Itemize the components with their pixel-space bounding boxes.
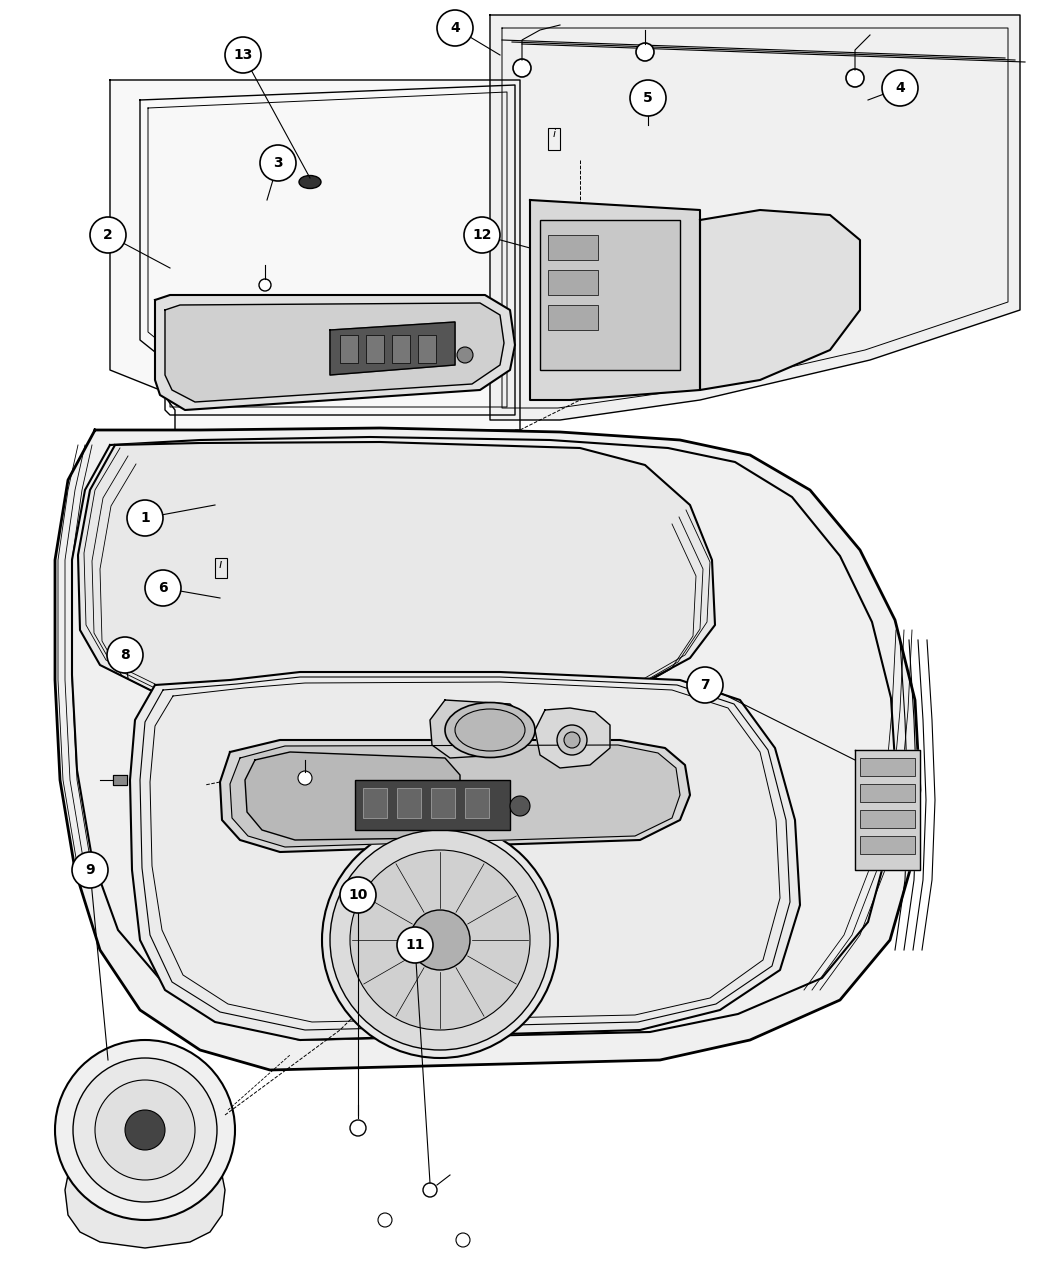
Text: 3: 3 xyxy=(273,156,282,170)
Circle shape xyxy=(350,1119,366,1136)
Polygon shape xyxy=(78,442,715,705)
Bar xyxy=(430,788,455,819)
Polygon shape xyxy=(430,700,525,759)
Text: 13: 13 xyxy=(233,48,253,62)
Bar xyxy=(363,788,387,819)
Circle shape xyxy=(340,877,376,913)
Circle shape xyxy=(397,927,433,963)
Bar xyxy=(392,335,410,363)
Circle shape xyxy=(90,217,126,252)
Circle shape xyxy=(107,638,143,673)
Text: 8: 8 xyxy=(120,648,130,662)
Bar xyxy=(860,836,915,854)
Polygon shape xyxy=(536,708,610,768)
Ellipse shape xyxy=(455,709,525,751)
Bar xyxy=(548,270,598,295)
Polygon shape xyxy=(65,1165,225,1248)
Circle shape xyxy=(145,570,181,606)
Text: i: i xyxy=(552,129,555,139)
Circle shape xyxy=(423,1183,437,1197)
Polygon shape xyxy=(55,428,920,1070)
Circle shape xyxy=(94,1080,195,1179)
Circle shape xyxy=(330,830,550,1051)
Bar xyxy=(355,780,510,830)
Bar xyxy=(397,788,421,819)
Text: 2: 2 xyxy=(103,228,113,242)
Text: 9: 9 xyxy=(85,863,94,877)
Text: 6: 6 xyxy=(159,581,168,595)
Circle shape xyxy=(456,1233,470,1247)
Bar xyxy=(215,558,227,578)
Circle shape xyxy=(74,1058,217,1202)
Text: 12: 12 xyxy=(472,228,491,242)
Bar xyxy=(860,759,915,776)
Text: 10: 10 xyxy=(349,887,368,901)
Bar xyxy=(465,788,489,819)
Bar xyxy=(860,784,915,802)
Polygon shape xyxy=(330,323,455,375)
Circle shape xyxy=(687,667,723,703)
Circle shape xyxy=(72,852,108,887)
Circle shape xyxy=(350,850,530,1030)
Circle shape xyxy=(464,217,500,252)
Circle shape xyxy=(437,10,472,46)
Circle shape xyxy=(55,1040,235,1220)
Bar xyxy=(418,335,436,363)
Circle shape xyxy=(564,732,580,748)
Circle shape xyxy=(410,910,470,970)
Circle shape xyxy=(322,822,558,1058)
Circle shape xyxy=(846,69,864,87)
Text: 11: 11 xyxy=(405,938,425,952)
Polygon shape xyxy=(220,740,690,852)
Ellipse shape xyxy=(299,176,321,189)
Bar xyxy=(860,810,915,827)
Circle shape xyxy=(125,1111,165,1150)
Bar xyxy=(340,335,358,363)
Text: 4: 4 xyxy=(895,82,905,96)
Polygon shape xyxy=(700,210,860,390)
Bar xyxy=(548,235,598,260)
Polygon shape xyxy=(855,750,920,870)
Polygon shape xyxy=(530,200,700,400)
Bar xyxy=(366,335,384,363)
Circle shape xyxy=(259,279,271,291)
Circle shape xyxy=(457,347,472,363)
Bar xyxy=(548,305,598,330)
Text: 4: 4 xyxy=(450,20,460,34)
Polygon shape xyxy=(130,672,800,1040)
Circle shape xyxy=(378,1213,392,1227)
Text: 7: 7 xyxy=(700,678,710,692)
Circle shape xyxy=(630,80,666,116)
Text: 1: 1 xyxy=(140,511,150,525)
Bar xyxy=(540,221,680,370)
Polygon shape xyxy=(165,303,504,402)
Circle shape xyxy=(513,59,531,76)
Circle shape xyxy=(298,771,312,785)
Circle shape xyxy=(127,500,163,536)
Bar xyxy=(548,128,560,150)
Circle shape xyxy=(260,145,296,181)
Polygon shape xyxy=(245,752,460,840)
Polygon shape xyxy=(113,775,127,785)
Text: i: i xyxy=(218,558,222,571)
Polygon shape xyxy=(110,80,520,430)
Circle shape xyxy=(882,70,918,106)
Circle shape xyxy=(556,725,587,755)
Circle shape xyxy=(510,796,530,816)
Circle shape xyxy=(225,37,261,73)
Polygon shape xyxy=(230,745,680,847)
Circle shape xyxy=(636,43,654,61)
Ellipse shape xyxy=(445,703,536,757)
Polygon shape xyxy=(155,295,514,411)
Polygon shape xyxy=(490,15,1020,419)
Text: 5: 5 xyxy=(643,91,653,105)
